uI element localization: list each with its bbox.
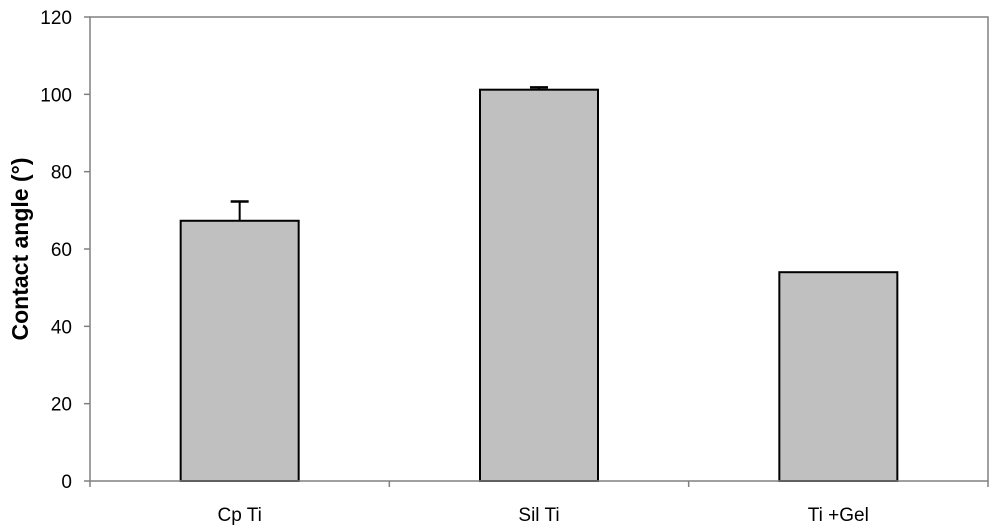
y-axis-ticks: 0 20 40 60 80 100 120 xyxy=(40,8,90,493)
y-tick-label: 100 xyxy=(40,85,72,106)
y-tick-label: 40 xyxy=(51,317,72,338)
bar-ti-gel xyxy=(778,271,899,483)
y-axis-title: Contact angle (°) xyxy=(7,158,33,341)
x-category-label: Ti +Gel xyxy=(808,505,869,526)
x-category-label: Sil Ti xyxy=(518,505,559,526)
y-tick-label: 0 xyxy=(61,472,72,493)
y-tick-label: 60 xyxy=(51,240,72,261)
x-axis-ticks: Cp Ti Sil Ti Ti +Gel xyxy=(89,481,989,526)
bars xyxy=(179,88,899,483)
plot-border xyxy=(89,16,989,482)
bar-sil-ti xyxy=(479,88,599,483)
bar-cp-ti xyxy=(179,219,300,482)
x-category-label: Cp Ti xyxy=(217,505,261,526)
y-tick-label: 120 xyxy=(40,8,72,29)
y-tick-label: 80 xyxy=(51,163,72,184)
error-bars xyxy=(230,86,548,221)
plot-frame xyxy=(89,16,989,482)
y-tick-label: 20 xyxy=(51,395,72,416)
